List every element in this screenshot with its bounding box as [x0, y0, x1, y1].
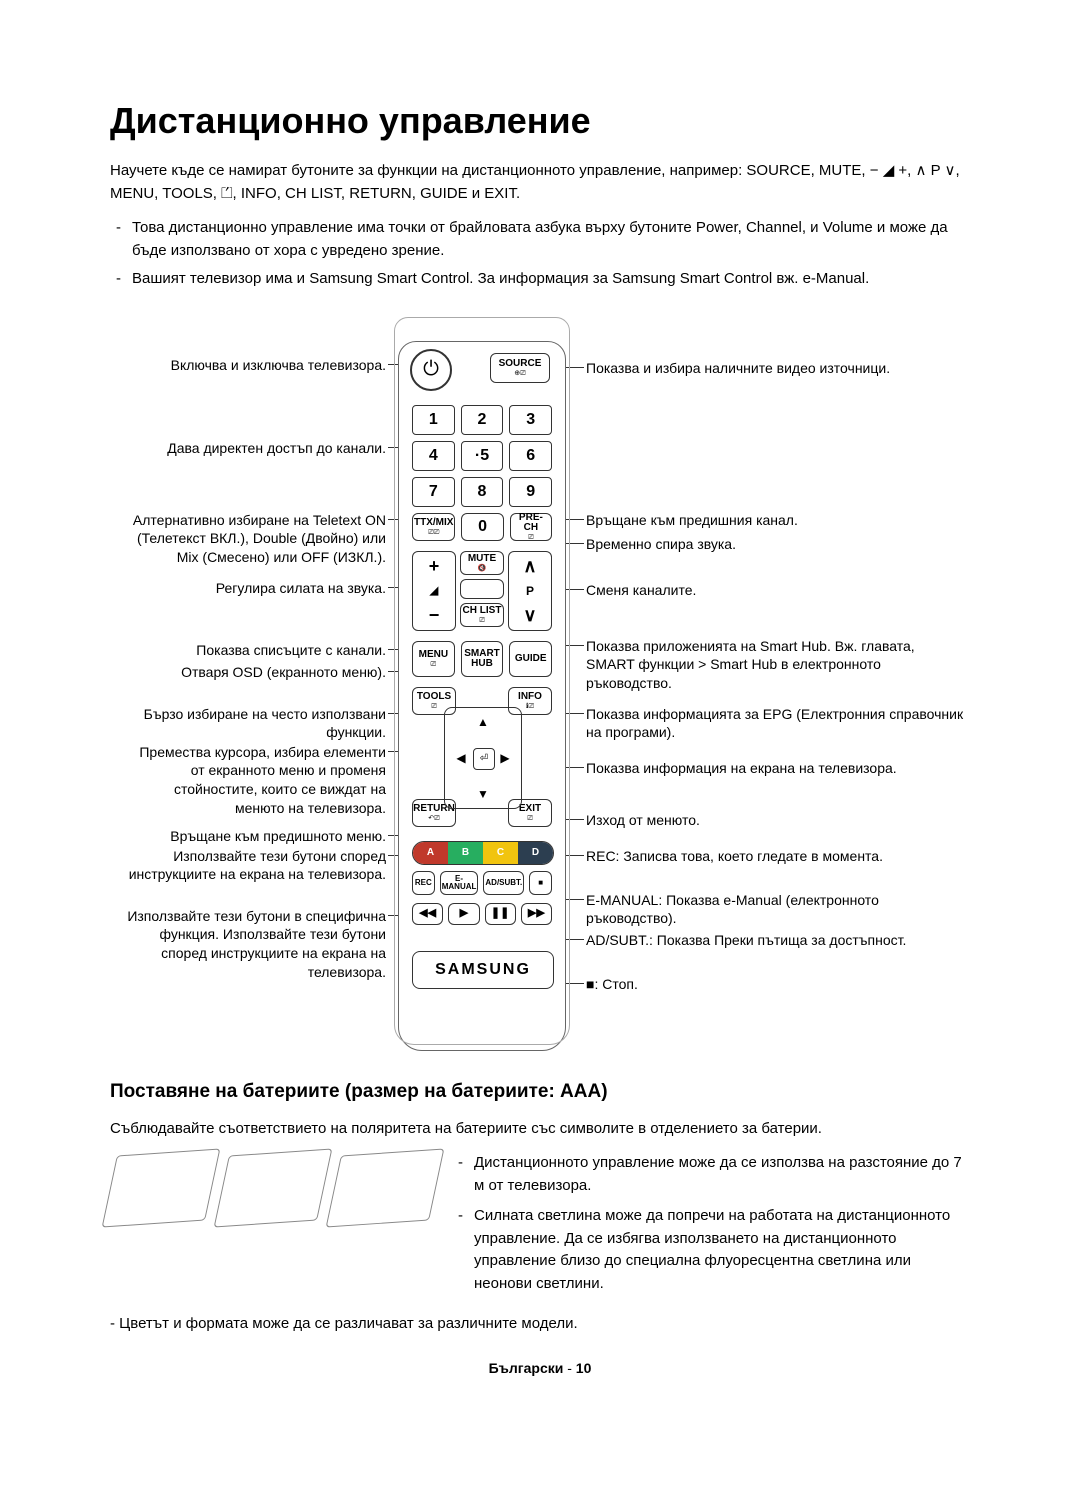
battery-tips: Дистанционното управление може да се изп… [456, 1152, 970, 1295]
enter-button[interactable]: ⏎ [473, 748, 495, 770]
num-button[interactable]: 4 [412, 441, 455, 471]
page-footer: Български - 10 [110, 1360, 970, 1376]
color-buttons[interactable]: ABCD [412, 841, 554, 865]
callout-left: Включва и изключва телевизора. [126, 356, 386, 375]
callout-right: AD/SUBT.: Показва Преки пътища за достъп… [586, 931, 966, 950]
num-button[interactable]: ·5 [461, 441, 504, 471]
row-ttx: TTX/MIX⎚⎚ 0 PRE-CH⎚ [412, 513, 552, 541]
adsubt-button[interactable]: AD/SUBT. [483, 871, 524, 895]
transport-button[interactable]: ❚❚ [485, 903, 516, 925]
intro-text: Научете къде се намират бутоните за функ… [110, 160, 970, 205]
guide-button[interactable]: GUIDE [509, 641, 552, 677]
source-button[interactable]: SOURCE⊕⎚ [490, 353, 550, 383]
callout-left: Бързо избиране на често използвани функц… [126, 705, 386, 743]
transport-button[interactable]: ▶▶ [521, 903, 552, 925]
battery-note: Съблюдавайте съответствието на поляритет… [110, 1118, 970, 1141]
smarthub-button[interactable]: SMART HUB [461, 641, 504, 677]
transport-row[interactable]: ◀◀▶ ❚❚▶▶ [412, 903, 552, 925]
callout-left: Използвайте тези бутони в специфична фун… [126, 907, 386, 983]
callout-left: Премества курсора, избира елементи от ек… [126, 743, 386, 819]
callout-right: REC: Записва това, което гледате в момен… [586, 847, 966, 866]
chlist-button[interactable]: CH LIST⎚ [460, 603, 504, 627]
volume-rocker[interactable]: +◢− [412, 551, 456, 631]
emanual-button[interactable]: E-MANUAL [440, 871, 479, 895]
color-b[interactable]: B [448, 842, 483, 864]
num-button[interactable]: 1 [412, 405, 455, 435]
callout-left: Регулира силата на звука. [126, 579, 386, 598]
num-button[interactable]: 8 [461, 477, 504, 507]
model-note: Цветът и формата може да се различават з… [110, 1315, 970, 1332]
brand-logo: SAMSUNG [412, 951, 554, 989]
callout-left: Използвайте тези бутони според инструкци… [126, 847, 386, 885]
callout-right: Временно спира звука. [586, 535, 966, 554]
callout-right: Показва информация на екрана на телевизо… [586, 759, 966, 778]
callout-right: Сменя каналите. [586, 581, 966, 600]
rec-button[interactable]: REC [412, 871, 435, 895]
num-button[interactable]: 3 [509, 405, 552, 435]
notes-list: Това дистанционно управление има точки о… [110, 217, 970, 291]
power-button[interactable]: ⏻ [410, 349, 452, 391]
num-button[interactable]: 7 [412, 477, 455, 507]
channel-rocker[interactable]: ∧P∨ [508, 551, 552, 631]
number-pad[interactable]: 123 4·56 789 [412, 405, 552, 507]
zero-button[interactable]: 0 [461, 513, 503, 541]
note-item: Това дистанционно управление има точки о… [110, 217, 970, 262]
callout-left: Дава директен достъп до канали. [126, 439, 386, 458]
callout-right: Изход от менюто. [586, 811, 966, 830]
battery-heading: Поставяне на батериите (размер на батери… [110, 1081, 970, 1103]
callout-left: Връщане към предишното меню. [126, 827, 386, 846]
callout-right: Показва приложенията на Smart Hub. Вж. г… [586, 637, 966, 694]
p-label [460, 579, 504, 599]
transport-button[interactable]: ◀◀ [412, 903, 443, 925]
callout-right: Връщане към предишния канал. [586, 511, 966, 530]
stop-button[interactable]: ■ [529, 871, 552, 895]
callout-left: Показва списъците с канали. [126, 641, 386, 660]
color-d[interactable]: D [518, 842, 553, 864]
prech-button[interactable]: PRE-CH⎚ [510, 513, 552, 541]
battery-tip: Силната светлина може да попречи на рабо… [456, 1205, 970, 1295]
callout-right: ■: Стоп. [586, 975, 966, 994]
transport-button[interactable]: ▶ [448, 903, 479, 925]
num-button[interactable]: 6 [509, 441, 552, 471]
mute-button[interactable]: MUTE🔇 [460, 551, 504, 575]
num-button[interactable]: 2 [461, 405, 504, 435]
callout-left: Алтернативно избиране на Teletext ON (Те… [126, 511, 386, 568]
color-a[interactable]: A [413, 842, 448, 864]
num-button[interactable]: 9 [509, 477, 552, 507]
battery-tip: Дистанционното управление може да се изп… [456, 1152, 970, 1197]
remote-body: ⏻ SOURCE⊕⎚ 123 4·56 789 TTX/MIX⎚⎚ 0 PRE-CH… [386, 311, 578, 1051]
ttxmix-button[interactable]: TTX/MIX⎚⎚ [412, 513, 455, 541]
callout-right: Показва и избира наличните видео източни… [586, 359, 966, 378]
menu-button[interactable]: MENU⎚ [412, 641, 455, 677]
remote-diagram: Включва и изключва телевизора. Дава дирек… [110, 311, 970, 1051]
callout-left: Отваря OSD (екранното меню). [126, 663, 386, 682]
callout-right: Показва информацията за EPG (Електронния… [586, 705, 966, 743]
color-c[interactable]: C [483, 842, 518, 864]
dpad[interactable]: ▲ ◀ ▶ ▼ ⏎ [444, 707, 522, 809]
page-title: Дистанционно управление [110, 100, 970, 142]
callout-right: E-MANUAL: Показва e-Manual (електронното… [586, 891, 966, 929]
battery-figures [110, 1152, 436, 1303]
note-item: Вашият телевизор има и Samsung Smart Con… [110, 268, 970, 291]
